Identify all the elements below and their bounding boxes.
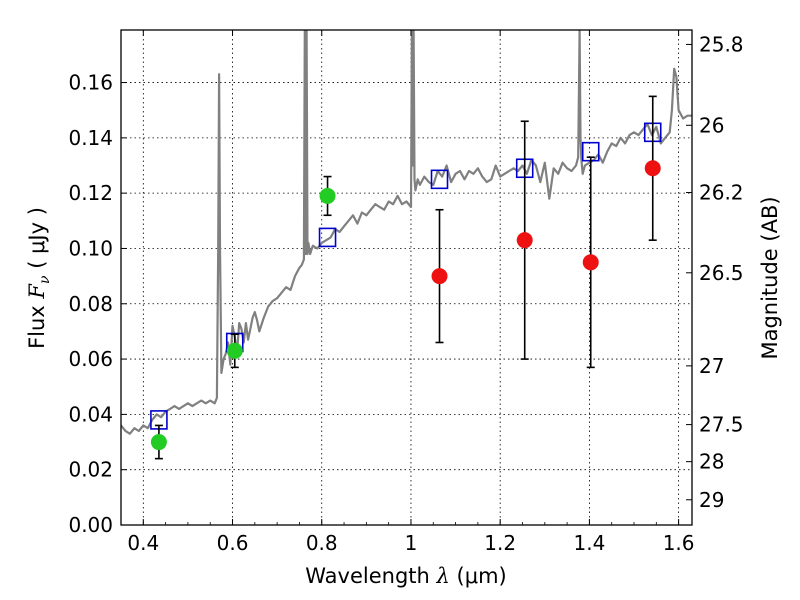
y2-tick-labels: 25.8 26 26.2 26.5 27 27.5 28 29 <box>699 32 744 511</box>
y-tick-labels: 0.00 0.02 0.04 0.06 0.08 0.10 0.12 0.14 0.16 <box>68 71 113 537</box>
y2-axis-label: Magnitude (AB) <box>758 196 782 359</box>
model-spectrum-line <box>121 30 692 435</box>
y-tick-label: 0.06 <box>68 347 113 371</box>
y2-tick-label: 26.5 <box>699 261 744 285</box>
x-axis-label: Wavelength λ (μm) <box>305 564 506 588</box>
axis-ticks <box>120 30 692 526</box>
y2-tick-label: 29 <box>699 488 724 512</box>
marker-layer <box>150 95 662 460</box>
x-tick-label: 0.6 <box>217 531 249 555</box>
y-tick-label: 0.02 <box>68 458 113 482</box>
y-tick-label: 0.16 <box>68 71 113 95</box>
model-photometry-square <box>318 227 337 248</box>
y-tick-label: 0.10 <box>68 236 113 260</box>
y-tick-label: 0.14 <box>68 126 113 150</box>
observed-limits-point <box>516 232 533 249</box>
observed-limits-point <box>582 254 599 271</box>
x-tick-label: 0.8 <box>306 531 338 555</box>
y2-tick-label: 27 <box>699 354 724 378</box>
y2-tick-label: 26.2 <box>699 181 744 205</box>
y-tick-label: 0.04 <box>68 402 113 426</box>
plot-frame <box>120 29 693 526</box>
y-axis-label: Flux Fν ( μJy ) <box>25 207 53 349</box>
plot-background <box>121 30 692 525</box>
observed-limits-point <box>644 160 661 177</box>
model-photometry-square <box>430 169 449 190</box>
observed-detections-point <box>226 342 243 359</box>
y-tick-label: 0.00 <box>68 513 113 537</box>
x-tick-label: 1.2 <box>484 531 516 555</box>
observed-limits-point <box>431 268 448 285</box>
observed-detections-point <box>319 187 336 204</box>
y2-tick-label: 25.8 <box>699 32 744 56</box>
observed-detections-point <box>150 434 167 451</box>
y-tick-label: 0.12 <box>68 181 113 205</box>
x-tick-label: 1.6 <box>663 531 695 555</box>
x-tick-label: 1.4 <box>573 531 605 555</box>
y2-tick-label: 27.5 <box>699 413 744 437</box>
x-tick-label: 0.4 <box>127 531 159 555</box>
y2-tick-label: 28 <box>699 450 724 474</box>
x-tick-label: 1 <box>405 531 418 555</box>
y2-tick-label: 26 <box>699 113 724 137</box>
y-tick-label: 0.08 <box>68 292 113 316</box>
model-spectrum-layer <box>121 30 692 435</box>
x-tick-labels: 0.4 0.6 0.8 1 1.2 1.4 1.6 <box>127 531 694 555</box>
